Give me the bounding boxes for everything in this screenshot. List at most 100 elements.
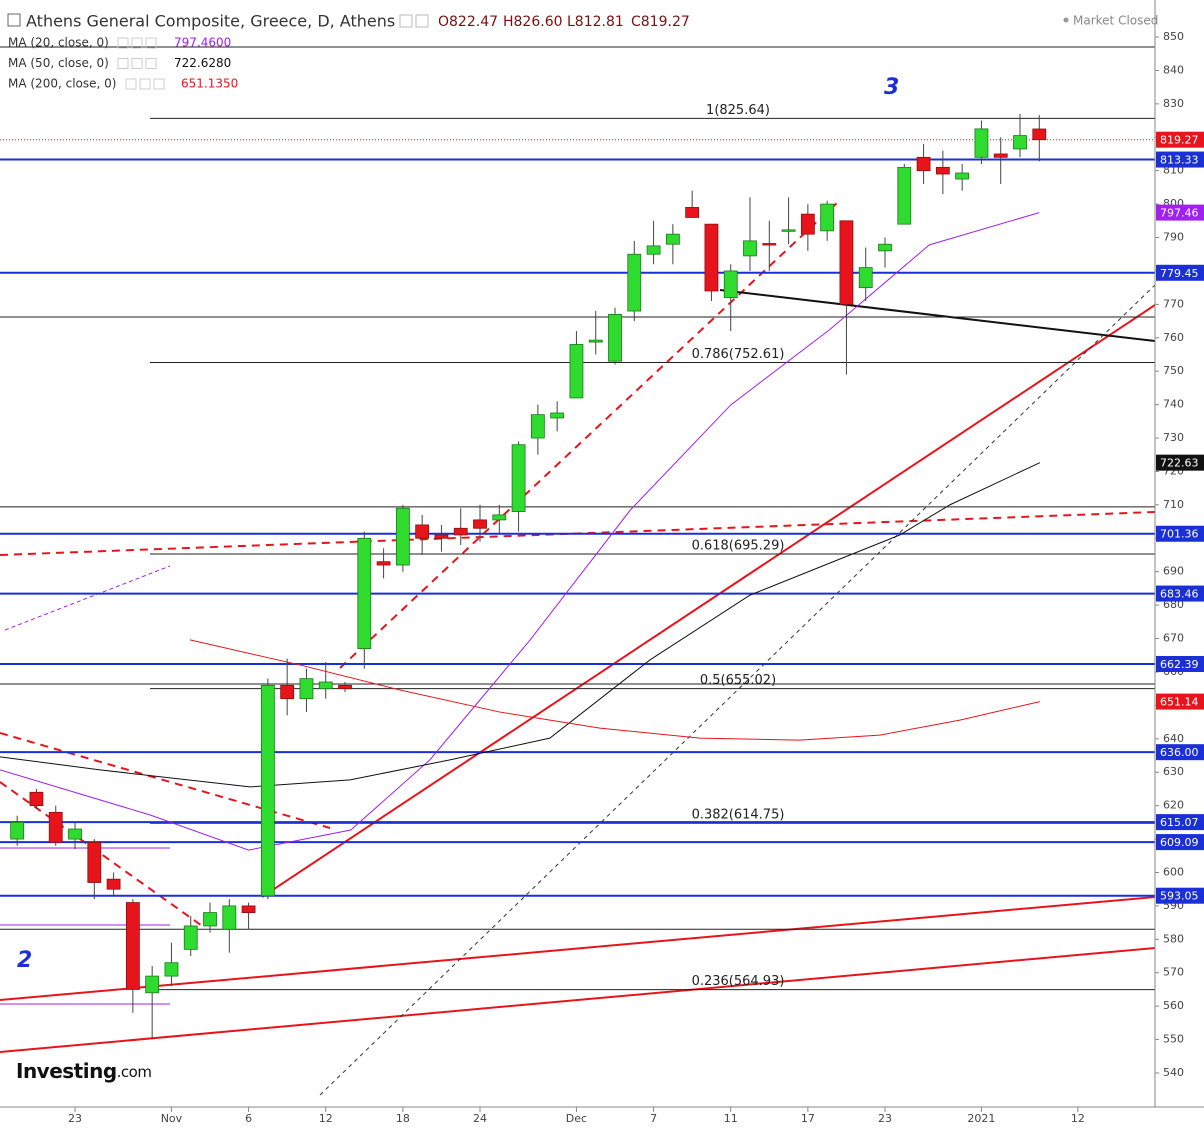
legend-label: MA (50, close, 0) xyxy=(8,56,109,70)
candle-body xyxy=(1032,128,1047,141)
legend-icon[interactable] xyxy=(125,78,137,90)
price-tag xyxy=(1156,693,1204,710)
candle-body xyxy=(492,514,507,521)
price-tag xyxy=(1156,655,1204,672)
x-tick-label: 23 xyxy=(878,1112,892,1125)
fib-label: 0.786(752.61) xyxy=(692,347,785,362)
price-tag xyxy=(1156,834,1204,851)
y-tick-label: 570 xyxy=(1163,966,1184,979)
legend-icon[interactable] xyxy=(139,78,151,90)
y-tick-label: 540 xyxy=(1163,1066,1184,1079)
trendline xyxy=(0,947,1156,1053)
icon[interactable] xyxy=(399,14,413,28)
candle xyxy=(357,531,372,669)
y-tick-label: 750 xyxy=(1163,364,1184,377)
ohlc-close: C819.27 xyxy=(631,14,690,30)
price-tag xyxy=(1156,454,1204,471)
candle xyxy=(1032,115,1047,162)
legend-icon[interactable] xyxy=(145,37,157,49)
candle-body xyxy=(87,842,102,883)
fib-label: 0.5(655.02) xyxy=(700,673,776,688)
price-tag-label: 636.00 xyxy=(1160,746,1199,759)
candle-body xyxy=(68,828,82,840)
candle xyxy=(145,966,160,1040)
candle-body xyxy=(125,902,140,990)
candle-body xyxy=(781,229,796,232)
candle-body xyxy=(145,975,160,994)
price-tag xyxy=(1156,744,1204,761)
price-tag-label: 819.27 xyxy=(1160,134,1199,147)
candle-body xyxy=(376,561,391,566)
candle xyxy=(183,915,198,957)
candle xyxy=(839,220,854,375)
x-tick-label: 12 xyxy=(1071,1112,1085,1125)
candle xyxy=(29,788,44,809)
price-tag-label: 615.07 xyxy=(1160,816,1199,829)
y-tick-label: 620 xyxy=(1163,799,1184,812)
candle-body xyxy=(183,925,198,950)
candle-body xyxy=(29,791,44,807)
candle xyxy=(87,839,102,900)
candle-body xyxy=(993,153,1008,158)
price-tag xyxy=(1156,585,1204,602)
candle xyxy=(858,247,873,302)
candle xyxy=(588,311,603,355)
candle xyxy=(395,504,410,572)
legend-icon[interactable] xyxy=(117,58,129,69)
y-tick-label: 790 xyxy=(1163,231,1184,244)
candle-body xyxy=(530,414,545,439)
candle-body xyxy=(48,811,63,843)
price-tag xyxy=(1156,814,1204,831)
icon[interactable] xyxy=(415,14,429,28)
price-tag xyxy=(1156,264,1204,281)
ohlc-open: O822.47 xyxy=(438,14,498,30)
candle xyxy=(685,190,700,218)
candle-body xyxy=(608,313,622,362)
legend-icon[interactable] xyxy=(153,78,165,90)
y-tick-label: 640 xyxy=(1163,732,1184,745)
x-tick-label: 11 xyxy=(724,1112,738,1125)
candle-body xyxy=(434,534,449,539)
trendline xyxy=(261,304,1156,898)
candle xyxy=(203,902,217,933)
fib-label: 1(825.64) xyxy=(706,103,770,118)
wave-label: 3 xyxy=(884,75,899,100)
legend-icon[interactable] xyxy=(145,58,157,69)
candle xyxy=(280,658,295,716)
legend-label: MA (200, close, 0) xyxy=(8,77,116,91)
fib-label: 0.382(614.75) xyxy=(692,808,785,823)
candle-body xyxy=(395,507,410,566)
legend-icon[interactable] xyxy=(117,37,129,49)
candle xyxy=(646,220,661,265)
trendline xyxy=(4,565,171,631)
candle-body xyxy=(106,878,121,890)
candle xyxy=(1013,113,1027,158)
market-status: Market Closed xyxy=(1073,14,1158,28)
candle xyxy=(222,899,237,953)
y-tick-label: 600 xyxy=(1163,865,1184,878)
y-tick-label: 760 xyxy=(1163,331,1184,344)
candle-body xyxy=(723,270,738,299)
candle xyxy=(530,404,545,455)
price-tag-label: 797.46 xyxy=(1160,207,1199,220)
y-tick-label: 840 xyxy=(1163,63,1184,76)
logo: Investing.com xyxy=(16,1059,151,1083)
y-tick-label: 630 xyxy=(1163,765,1184,778)
status-dot xyxy=(1063,17,1069,23)
candle xyxy=(723,264,738,332)
candle xyxy=(492,504,507,535)
candle xyxy=(781,197,796,245)
candle-body xyxy=(357,537,372,649)
candle xyxy=(338,681,352,693)
logo-suffix: .com xyxy=(117,1063,152,1081)
candle xyxy=(125,899,140,1013)
legend-icon[interactable] xyxy=(131,37,143,49)
candle-body xyxy=(569,344,584,399)
candle xyxy=(800,204,815,251)
legend-icon[interactable] xyxy=(131,58,143,69)
ohlc-low: L812.81 xyxy=(567,14,624,30)
moving-average xyxy=(189,639,1040,741)
candle xyxy=(897,163,912,225)
candle xyxy=(550,401,565,432)
trendline xyxy=(319,284,1156,1096)
